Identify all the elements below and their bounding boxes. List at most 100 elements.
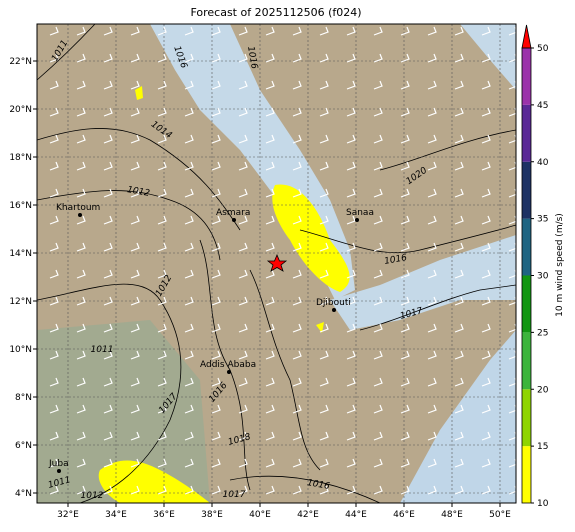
barb [184,377,194,387]
barb [400,53,410,63]
wind-area [272,184,350,292]
barb [157,215,167,225]
lat-tick-label: 10°N [9,345,32,355]
barb [76,377,86,387]
city-label: Addis Ababa [200,360,256,370]
barb [184,107,194,117]
colorbar-tick-label: 30 [537,272,549,282]
map-frame [36,23,517,504]
city-dot [232,218,236,222]
barb [400,107,410,117]
barb [130,377,140,387]
barb [49,404,59,414]
barb [373,188,383,198]
lon-tick-label: 42°E [297,510,319,520]
barb [373,485,383,495]
barb [292,80,302,90]
barb [373,377,383,387]
barb [346,323,356,333]
contour-label: 1011 [91,345,114,355]
lat-tick-label: 6°N [15,441,32,451]
barb [157,242,167,252]
barb [130,53,140,63]
barb [400,188,410,198]
barb [265,350,275,360]
barb [265,107,275,117]
city-label: Khartoum [56,203,100,213]
colorbar-extend [521,24,532,49]
lon-tick-label: 40°E [249,510,271,520]
barb [157,404,167,414]
barb [130,350,140,360]
barb [238,161,248,171]
green-land [37,320,210,503]
barb [427,26,437,36]
barb [265,134,275,144]
colorbar-tick-label: 50 [537,44,549,54]
barb [130,107,140,117]
barb [157,26,167,36]
barb [427,80,437,90]
barb [373,107,383,117]
barb [454,377,464,387]
barb [373,350,383,360]
barb [49,134,59,144]
barb [157,107,167,117]
barb [373,80,383,90]
barb [427,53,437,63]
colorbar-tick-label: 15 [537,442,548,452]
barb [238,377,248,387]
barb [292,404,302,414]
barb [454,431,464,441]
barb [211,188,221,198]
barb [103,80,113,90]
barb [427,485,437,495]
barb [76,269,86,279]
barb [292,53,302,63]
barb [454,188,464,198]
barb [481,431,491,441]
barb [265,431,275,441]
colorbar-segment [522,104,531,162]
barb [319,458,329,468]
barb [346,215,356,225]
barb [319,404,329,414]
barb [76,188,86,198]
lon-tick-label: 32°E [57,510,79,520]
barb [454,134,464,144]
barb [265,296,275,306]
barb [319,269,329,279]
barb [319,107,329,117]
barb [400,350,410,360]
barb [346,296,356,306]
barb [319,377,329,387]
barb [76,215,86,225]
barb [49,269,59,279]
colorbar-segment [522,161,531,219]
barb [346,404,356,414]
barb [238,458,248,468]
barb [157,296,167,306]
barb [211,377,221,387]
barb [319,431,329,441]
barb [157,458,167,468]
barb [481,134,491,144]
barb [427,296,437,306]
barb [76,26,86,36]
contour-label: 1012 [81,491,104,501]
barb [238,53,248,63]
barb [211,242,221,252]
barb [157,485,167,495]
city-dot [355,218,359,222]
barb [103,485,113,495]
barb [49,53,59,63]
contour-label: 1016 [306,478,331,492]
barb [346,107,356,117]
barb [400,215,410,225]
barb [76,161,86,171]
barb [265,188,275,198]
barb [292,188,302,198]
barb [184,350,194,360]
barb [373,404,383,414]
